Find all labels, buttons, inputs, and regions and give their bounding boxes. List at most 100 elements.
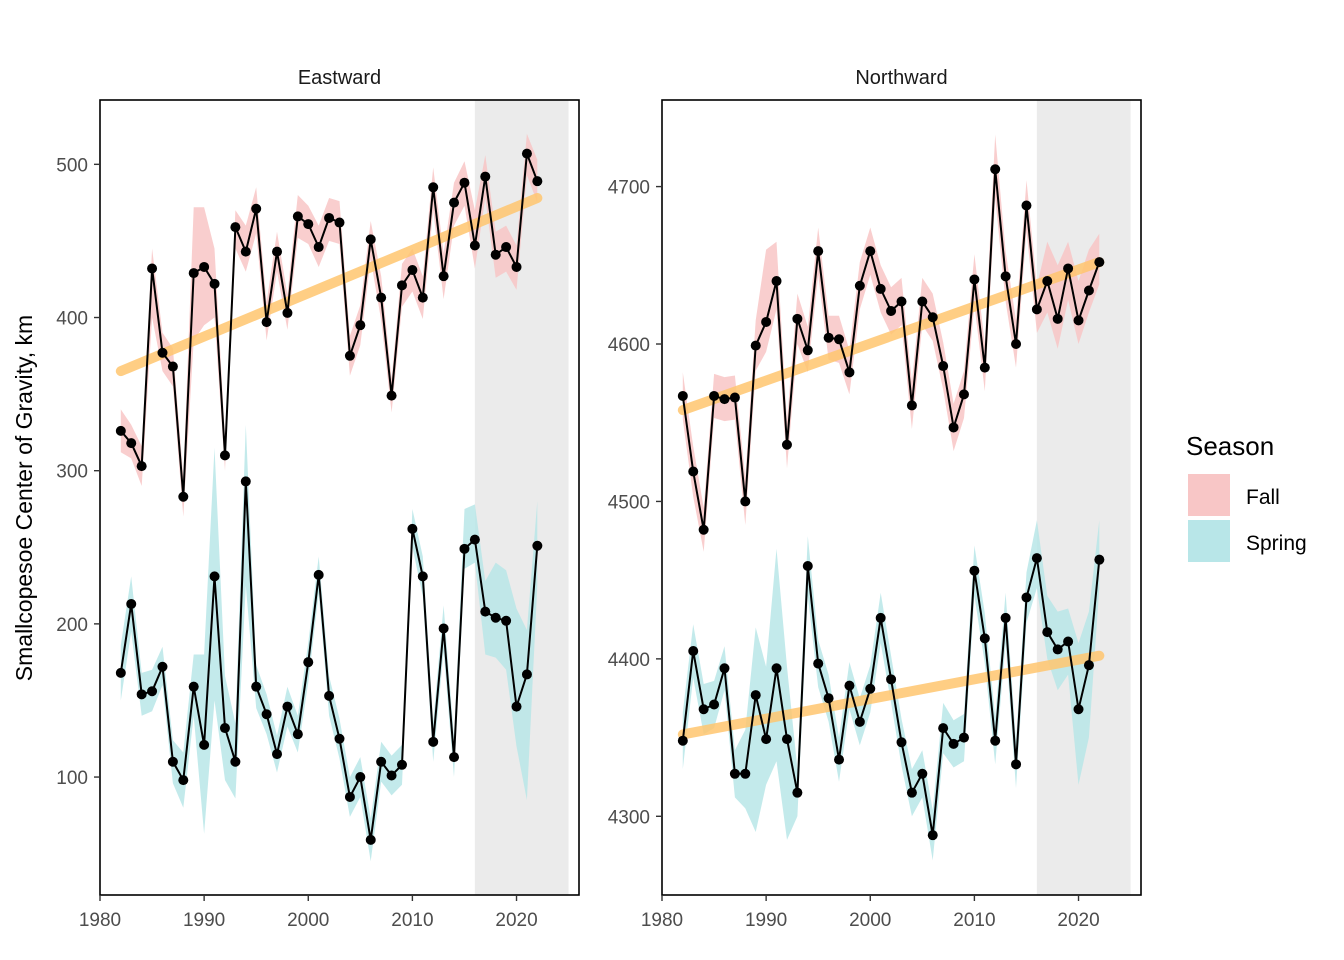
data-point-fall xyxy=(917,296,928,307)
data-point-spring xyxy=(126,598,137,609)
data-point-spring xyxy=(750,690,761,701)
y-tick-label: 4600 xyxy=(608,335,650,356)
ribbon-spring xyxy=(120,424,538,862)
data-point-spring xyxy=(792,787,803,798)
panel-title: Eastward xyxy=(298,67,381,89)
data-point-spring xyxy=(761,734,772,745)
data-point-spring xyxy=(334,733,345,744)
data-point-fall xyxy=(407,265,418,276)
data-point-spring xyxy=(1094,554,1105,565)
data-point-spring xyxy=(927,830,938,841)
legend-key-spring xyxy=(1188,520,1230,562)
x-tick-label: 2000 xyxy=(287,910,329,931)
data-point-fall xyxy=(771,276,782,287)
data-point-fall xyxy=(292,211,303,222)
data-point-spring xyxy=(1042,627,1053,638)
data-point-spring xyxy=(501,615,512,626)
data-point-spring xyxy=(1083,660,1094,671)
data-point-spring xyxy=(303,657,314,668)
data-point-spring xyxy=(396,759,407,770)
data-point-spring xyxy=(709,699,720,710)
y-tick-label: 300 xyxy=(56,462,88,483)
y-tick-label: 400 xyxy=(56,309,88,330)
data-point-fall xyxy=(126,438,137,449)
data-point-spring xyxy=(178,775,189,786)
legend-label-fall: Fall xyxy=(1246,486,1280,509)
data-point-fall xyxy=(334,217,345,228)
data-point-fall xyxy=(1083,285,1094,296)
data-point-fall xyxy=(480,171,491,182)
data-point-spring xyxy=(428,736,439,747)
data-point-fall xyxy=(834,334,845,345)
data-point-spring xyxy=(1063,636,1074,647)
data-point-fall xyxy=(938,361,949,372)
data-point-fall xyxy=(469,240,480,251)
data-point-spring xyxy=(292,729,303,740)
data-point-fall xyxy=(792,313,803,324)
data-point-spring xyxy=(167,756,178,767)
data-point-spring xyxy=(875,612,886,623)
data-point-fall xyxy=(969,274,980,285)
data-point-spring xyxy=(199,739,210,750)
data-point-fall xyxy=(303,219,314,230)
x-tick-label: 1980 xyxy=(79,910,121,931)
data-point-spring xyxy=(823,693,834,704)
data-point-spring xyxy=(854,716,865,727)
y-tick-label: 4400 xyxy=(608,650,650,671)
data-point-fall xyxy=(750,340,761,351)
y-tick-label: 4300 xyxy=(608,807,650,828)
data-point-spring xyxy=(251,681,262,692)
shaded-period xyxy=(1036,100,1131,895)
data-point-spring xyxy=(813,658,824,669)
data-point-spring xyxy=(1052,644,1063,655)
data-point-fall xyxy=(865,246,876,257)
data-point-spring xyxy=(865,683,876,694)
data-point-fall xyxy=(1031,304,1042,315)
data-point-spring xyxy=(729,768,740,779)
data-point-fall xyxy=(386,390,397,401)
data-point-fall xyxy=(781,439,792,450)
data-point-fall xyxy=(677,390,688,401)
data-point-spring xyxy=(209,571,220,582)
data-point-fall xyxy=(886,305,897,316)
data-point-fall xyxy=(188,268,199,279)
data-point-fall xyxy=(282,307,293,318)
data-point-spring xyxy=(896,737,907,748)
data-point-fall xyxy=(396,280,407,291)
data-point-spring xyxy=(459,543,470,554)
data-point-fall xyxy=(521,148,532,159)
data-point-spring xyxy=(1011,759,1022,770)
y-tick-label: 500 xyxy=(56,155,88,176)
data-point-fall xyxy=(729,392,740,403)
data-point-fall xyxy=(761,316,772,327)
panel-frame xyxy=(661,99,1142,896)
data-point-fall xyxy=(449,197,460,208)
data-point-spring xyxy=(521,669,532,680)
data-point-spring xyxy=(480,606,491,617)
data-point-spring xyxy=(417,571,428,582)
data-point-spring xyxy=(219,723,230,734)
data-point-spring xyxy=(157,661,168,672)
data-point-spring xyxy=(834,754,845,765)
data-point-spring xyxy=(344,791,355,802)
x-tick-label: 1990 xyxy=(183,910,225,931)
data-point-fall xyxy=(532,176,543,187)
data-point-fall xyxy=(844,367,855,378)
data-point-fall xyxy=(147,263,158,274)
data-point-spring xyxy=(771,663,782,674)
data-point-fall xyxy=(501,242,512,253)
data-point-spring xyxy=(365,834,376,845)
data-point-fall xyxy=(240,246,251,257)
data-point-fall xyxy=(979,362,990,373)
x-tick-label: 2010 xyxy=(391,910,433,931)
data-point-fall xyxy=(178,491,189,502)
data-point-fall xyxy=(927,312,938,323)
y-tick-label: 4700 xyxy=(608,178,650,199)
data-point-fall xyxy=(272,246,283,257)
panel-eastward: Eastward 1980 1990 2000 2010 2020 100 200 300 400… xyxy=(56,67,580,931)
data-point-spring xyxy=(115,667,126,678)
data-point-spring xyxy=(969,565,980,576)
data-point-fall xyxy=(115,425,126,436)
data-point-spring xyxy=(1021,592,1032,603)
